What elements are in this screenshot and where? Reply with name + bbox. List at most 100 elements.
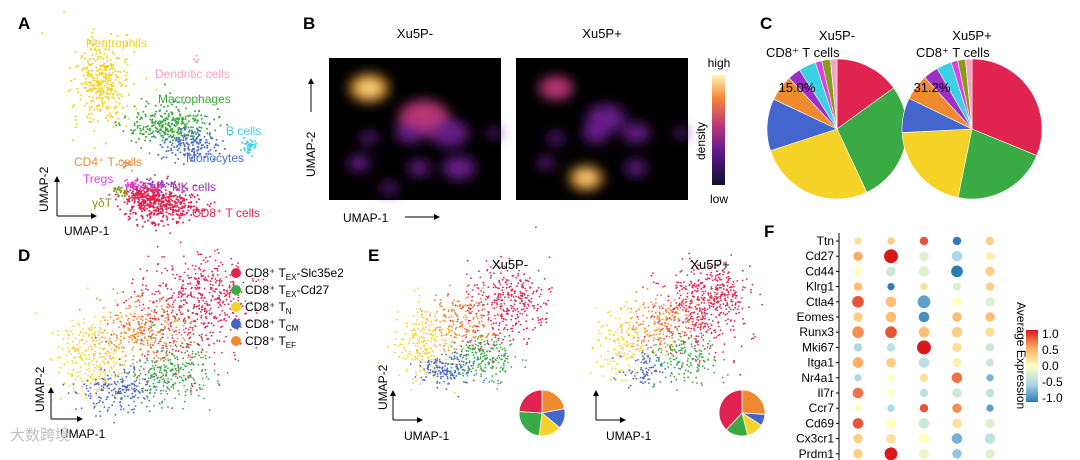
umap-d-point-tex_slc	[133, 315, 136, 318]
umap-a-point-neutrophils	[116, 34, 119, 37]
density-blob	[539, 76, 573, 100]
umap-d-point-tn	[84, 363, 87, 365]
umap-d-point-tex_slc	[203, 296, 206, 299]
umap-a-point-cd8	[198, 198, 200, 201]
umap-d-point-tef	[103, 306, 105, 309]
umap-e-0-point-tn	[436, 370, 439, 373]
umap-a-point-cd8	[182, 221, 184, 224]
umap-d-point-tex_slc	[186, 350, 189, 352]
umap-e-0-point-tex_cd27	[449, 372, 451, 375]
umap-d-point-tef	[176, 337, 179, 340]
umap-a-point-cd8	[149, 202, 152, 205]
umap-a-point-cd8	[199, 212, 202, 215]
umap-d-point-tef	[129, 336, 132, 339]
umap-d-point-tcm	[128, 384, 131, 387]
umap-a-point-cd8	[203, 209, 206, 212]
umap-e-0-point-tex_cd27	[503, 353, 506, 356]
umap-a-point-nk	[153, 184, 156, 187]
umap-d-point-tn	[83, 342, 86, 345]
umap-a-point-neutrophils	[114, 78, 117, 81]
umap-d-point-tn	[99, 330, 101, 333]
umap-d-point-tex_slc	[202, 259, 205, 262]
umap-d-point-tex_slc	[214, 259, 217, 262]
umap-e-0-point-tex_slc	[497, 328, 500, 331]
umap-e-0-point-tex_slc	[510, 304, 512, 307]
umap-d-point-tcm	[127, 404, 130, 407]
umap-e-1-point-tex_slc	[697, 343, 699, 346]
umap-d-point-tex_slc	[215, 298, 218, 301]
cluster-label-gdt: γδT	[92, 196, 113, 210]
umap-a-point-cd8	[154, 223, 157, 226]
umap-d-point-tex_cd27	[175, 369, 178, 372]
umap-e-0-point-tcm	[436, 382, 438, 384]
umap-d-point-tex_slc	[152, 300, 155, 303]
umap-e-0-point-tef	[479, 336, 482, 339]
umap-e-0-point-tcm	[466, 381, 468, 384]
umap-e-0-point-tn	[400, 351, 403, 354]
umap-a-point-cd8	[190, 193, 193, 196]
umap-e-0-point-tex_slc	[475, 312, 478, 315]
umap-e-0-point-tex_slc	[502, 328, 505, 331]
umap-a-point-cd8	[149, 177, 152, 180]
umap-e-0-point-tef	[439, 326, 441, 329]
umap-e-0-point-tcm	[467, 371, 469, 374]
umap-d-point-tef	[120, 342, 122, 344]
umap-d-point-tn	[87, 287, 89, 290]
umap-a-point-neutrophils	[117, 70, 120, 73]
umap-e-0-point-tex_cd27	[501, 358, 503, 361]
umap-a-point-macrophages	[154, 104, 157, 107]
umap-e-1-point-tef	[650, 316, 652, 319]
umap-a-point-cd8	[180, 202, 183, 205]
umap-e-0-point-tex_cd27	[481, 335, 483, 338]
umap-a-point-neutrophils	[88, 120, 91, 123]
umap-e-1-point-tex_slc	[701, 308, 704, 310]
umap-e-0-point-tex_cd27	[467, 370, 470, 372]
umap-d-point-tex_slc	[195, 284, 198, 287]
umap-e-0-point-tef	[441, 305, 444, 308]
umap-e-0-point-tex_cd27	[477, 366, 479, 369]
umap-e-0-point-tn	[397, 311, 399, 313]
umap-a-point-monocytes	[191, 156, 194, 159]
umap-e-0-point-tex_cd27	[486, 342, 489, 345]
umap-a-point-cd8	[144, 195, 147, 198]
umap-e-0-point-tn	[435, 369, 437, 371]
legend-d-sub: N	[286, 307, 292, 316]
umap-e-0-point-tcm	[443, 369, 446, 371]
umap-e-1-point-tef	[660, 347, 662, 350]
umap-a-point-monocytes	[177, 158, 180, 160]
umap-d-point-tn	[93, 369, 95, 372]
umap-d-point-tex_cd27	[152, 405, 155, 407]
umap-e-1-point-tex_slc	[657, 282, 660, 285]
umap-a-point-macrophages	[175, 106, 178, 109]
umap-e-0-point-tex_slc	[481, 294, 484, 296]
umap-e-0-point-tn	[415, 308, 418, 310]
umap-e-0-point-tef	[440, 331, 443, 334]
umap-a-point-neutrophils	[133, 51, 136, 54]
umap-e-0-point-tef	[471, 310, 473, 313]
umap-d-point-tex_slc	[206, 302, 209, 305]
umap-a-point-bcells	[246, 144, 249, 147]
umap-a-point-bcells	[253, 143, 256, 146]
umap-e-1-point-tex_slc	[723, 343, 726, 346]
umap-a-point-cd8	[135, 218, 138, 221]
umap-e-0-point-tex_slc	[512, 274, 515, 277]
umap-e-0-point-tef	[460, 321, 463, 324]
umap-d-point-tex_cd27	[136, 376, 139, 378]
umap-a-point-cd8	[143, 190, 146, 193]
umap-e-0-point-tcm	[457, 395, 460, 398]
umap-a-point-macrophages	[171, 142, 174, 145]
umap-a-point-neutrophils	[155, 88, 158, 91]
umap-e-0-point-tef	[442, 309, 445, 311]
umap-e-0-point-tex_cd27	[477, 336, 480, 338]
umap-e-0-point-tcm	[443, 380, 445, 383]
umap-a-point-cd8	[206, 203, 209, 206]
umap-a-point-macrophages	[136, 116, 139, 119]
umap-d-point-tex_cd27	[167, 367, 169, 369]
umap-a-point-cd8	[169, 213, 172, 216]
umap-a-point-neutrophils	[92, 118, 95, 121]
umap-a-point-macrophages	[136, 124, 139, 127]
umap-d-point-tex_slc	[198, 304, 201, 307]
umap-e-1-point-tex_slc	[718, 306, 721, 308]
umap-a-point-macrophages	[136, 126, 139, 129]
density-blob	[347, 155, 371, 171]
